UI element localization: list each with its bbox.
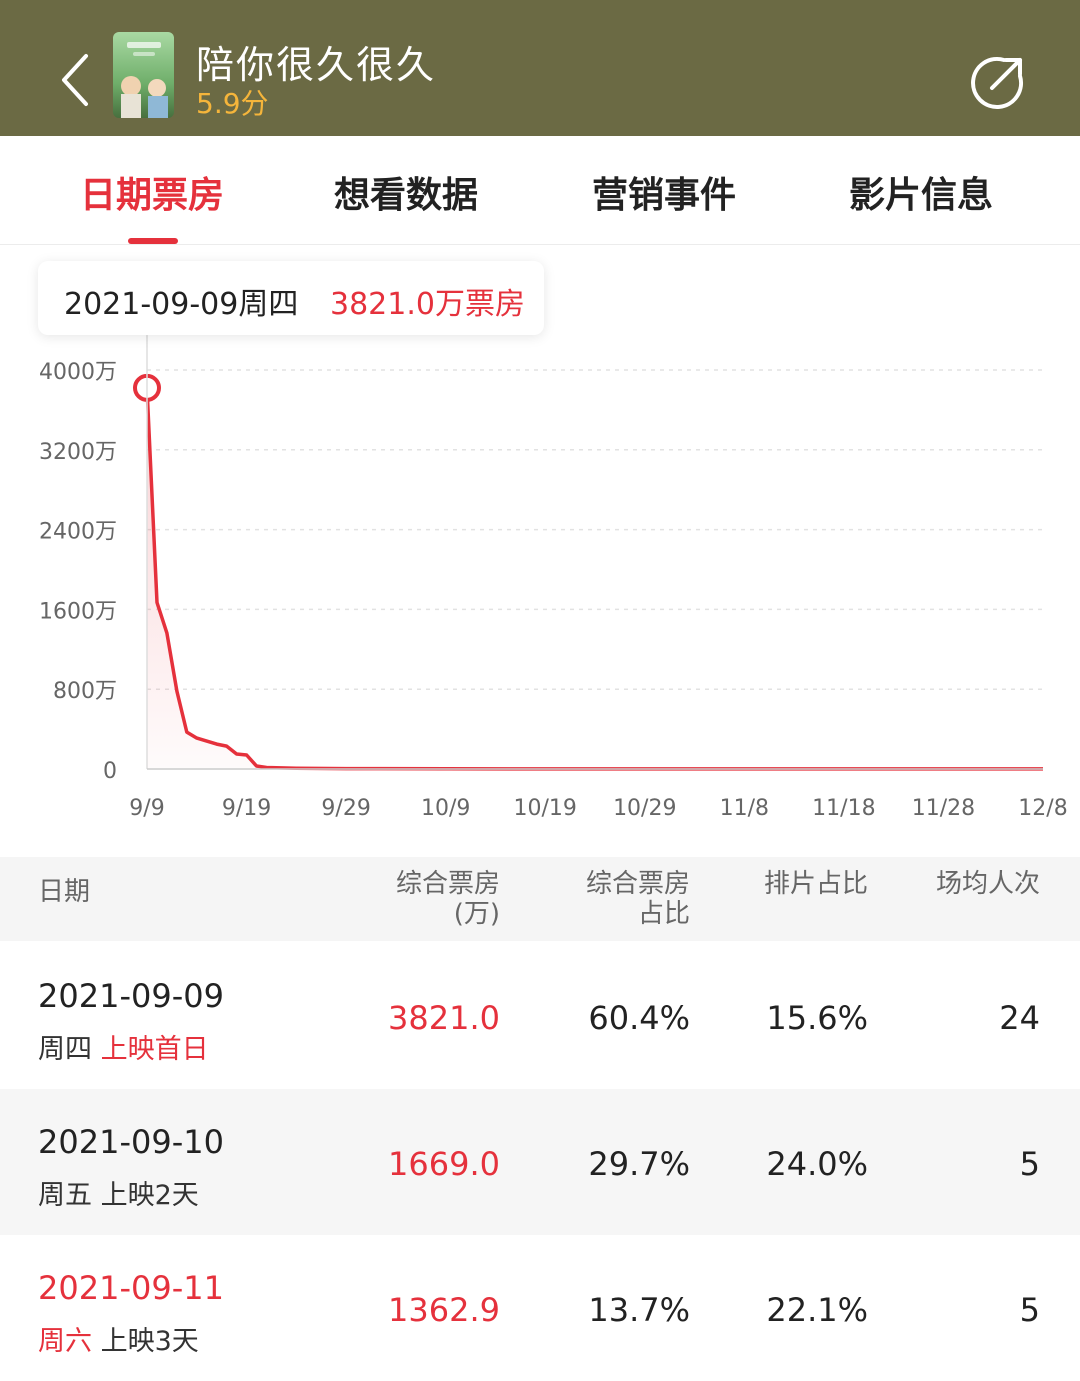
y-tick-label: 4000万 [39,360,117,385]
back-button[interactable] [52,44,100,116]
row-release-day: 上映首日 [100,1034,209,1065]
series-line [145,387,1043,771]
movie-score: 5.9分 [196,87,269,120]
x-tick-label: 11/18 [812,796,875,821]
movie-poster [113,32,174,118]
row-weekday: 周四 [38,1034,92,1065]
row-avg-attendance: 24 [999,999,1040,1037]
x-tick-label: 9/29 [321,796,370,821]
box-office-chart-svg: 0 800万 1600万 2400万 3200万 4000万 9/9 9/19 9/29 10/9… [39,335,1068,821]
movie-title: 陪你很久很久 [196,43,437,87]
row-screening-share: 24.0% [766,1145,868,1183]
tab-marketing-events[interactable]: 营销事件 [592,175,737,216]
y-tick-label: 3200万 [39,440,117,465]
row-weekday: 周五 [38,1180,92,1211]
row-avg-attendance: 5 [1019,1145,1040,1183]
row-box-office-share: 60.4% [588,999,690,1037]
row-subtitle: 周五 上映2天 [38,1173,199,1212]
row-avg-attendance: 5 [1019,1291,1040,1329]
row-date: 2021-09-09 [38,977,224,1015]
x-tick-label: 9/9 [129,796,164,821]
row-box-office: 3821.0 [388,999,500,1037]
row-box-office: 1669.0 [388,1145,500,1183]
header-box-office[interactable]: 综合票房 (万) [395,869,500,929]
row-weekday: 周六 [38,1326,92,1357]
chevron-left-icon [62,54,88,106]
y-tick-label: 1600万 [39,599,117,624]
tab-film-info[interactable]: 影片信息 [849,175,994,216]
tab-want-to-see[interactable]: 想看数据 [334,175,479,216]
x-tick-label: 11/28 [912,796,975,821]
header-screening-share[interactable]: 排片占比 [763,869,868,899]
y-tick-label: 2400万 [39,520,117,545]
row-subtitle: 周六 上映3天 [38,1319,199,1358]
tab-bar: 日期票房 想看数据 营销事件 影片信息 [0,136,1080,245]
tooltip-date: 2021-09-09周四 [64,287,299,322]
row-box-office-share: 13.7% [588,1291,690,1329]
tooltip-value: 3821.0万票房 [330,287,525,322]
table-row[interactable]: 2021-09-09 周四 上映首日 3821.0 60.4% 15.6% 24 [0,943,1080,1089]
box-office-chart[interactable]: 0 800万 1600万 2400万 3200万 4000万 9/9 9/19 9/29 10/9… [0,245,1080,855]
row-box-office: 1362.9 [388,1291,500,1329]
header-box-office-share[interactable]: 综合票房 占比 [585,869,690,929]
table-row[interactable]: 2021-09-10 周五 上映2天 1669.0 29.7% 24.0% 5 [0,1089,1080,1235]
tab-daily-box-office[interactable]: 日期票房 [80,175,225,216]
table-row[interactable]: 2021-09-11 周六 上映3天 1362.9 13.7% 22.1% 5 [0,1235,1080,1381]
header-date[interactable]: 日期 [38,877,91,907]
row-date: 2021-09-11 [38,1269,224,1307]
app-header: 陪你很久很久 5.9分 [0,0,1080,136]
share-icon [971,56,1024,109]
x-tick-label: 10/9 [421,796,470,821]
y-tick-label: 800万 [53,679,117,704]
share-button[interactable] [968,52,1028,112]
row-release-day: 上映2天 [100,1180,199,1211]
x-tick-label: 10/29 [613,796,676,821]
row-subtitle: 周四 上映首日 [38,1027,209,1066]
row-release-day: 上映3天 [100,1326,199,1357]
table-header: 日期 综合票房 (万) 综合票房 占比 排片占比 场均人次 [0,857,1080,941]
x-tick-label: 11/8 [720,796,769,821]
series-area [147,387,1043,769]
x-tick-label: 9/19 [222,796,271,821]
row-screening-share: 22.1% [766,1291,868,1329]
header-avg-attendance[interactable]: 场均人次 [935,869,1040,899]
x-tick-label: 12/8 [1018,796,1067,821]
row-screening-share: 15.6% [766,999,868,1037]
y-tick-label: 0 [103,759,117,784]
row-date: 2021-09-10 [38,1123,224,1161]
row-box-office-share: 29.7% [588,1145,690,1183]
chart-tooltip: 2021-09-09周四 3821.0万票房 [38,261,544,335]
active-tab-indicator [128,238,178,244]
x-tick-label: 10/19 [514,796,577,821]
